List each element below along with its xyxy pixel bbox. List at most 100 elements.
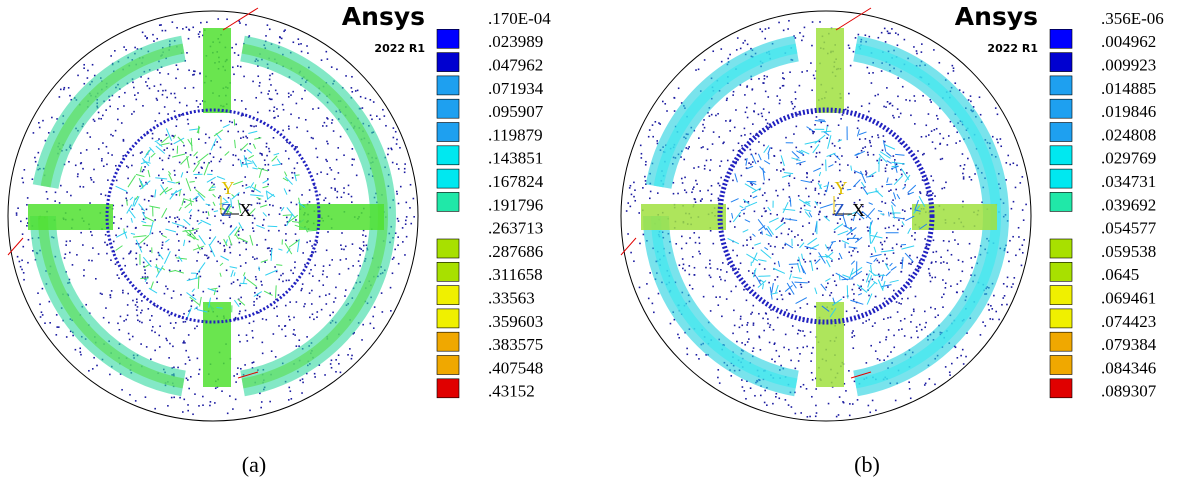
dot: [819, 219, 821, 221]
dot: [893, 290, 895, 292]
dot: [897, 108, 899, 110]
dot: [125, 198, 127, 200]
dot: [719, 276, 721, 278]
dot: [370, 323, 372, 325]
dot: [206, 211, 208, 213]
dot: [1009, 164, 1011, 166]
dot: [750, 387, 752, 389]
dot: [711, 114, 713, 116]
dot: [717, 268, 719, 270]
dot: [273, 307, 275, 309]
dot: [196, 157, 198, 159]
dot: [752, 247, 754, 249]
logo-brand: Ansys: [955, 2, 1038, 31]
dot: [934, 384, 936, 386]
dot: [301, 98, 303, 100]
dot: [750, 133, 752, 135]
dot: [326, 141, 328, 143]
dot: [887, 356, 889, 358]
dot: [70, 195, 72, 197]
dot: [325, 159, 327, 161]
dot: [324, 374, 326, 376]
dot: [243, 76, 245, 78]
dot: [245, 262, 247, 264]
dot: [810, 62, 812, 64]
dot: [767, 96, 769, 98]
dot: [298, 345, 300, 347]
dot: [164, 293, 166, 295]
dot: [875, 410, 877, 412]
dot: [164, 149, 166, 151]
legend-swatch: [437, 169, 459, 188]
dot: [730, 291, 732, 293]
dot: [851, 336, 853, 338]
dot: [35, 161, 37, 163]
dot: [269, 151, 271, 153]
dot: [1005, 179, 1007, 181]
dot: [965, 356, 967, 358]
dot: [806, 176, 808, 178]
dot: [768, 27, 770, 29]
dot: [68, 161, 70, 163]
dot: [239, 313, 241, 315]
dot: [989, 318, 991, 320]
dot: [115, 234, 117, 236]
dot: [673, 193, 675, 195]
dot: [778, 398, 780, 400]
vector: [216, 308, 222, 309]
legend-label: .43152: [488, 382, 535, 401]
dot: [141, 300, 143, 302]
dot: [957, 243, 959, 245]
dot: [979, 96, 981, 98]
dot: [798, 329, 800, 331]
dot: [712, 143, 714, 145]
dot: [200, 22, 202, 24]
dot: [162, 168, 164, 170]
dot: [371, 118, 373, 120]
dot: [42, 314, 44, 316]
dot: [146, 346, 148, 348]
dot: [932, 141, 934, 143]
dot: [162, 160, 164, 162]
dot: [227, 131, 229, 133]
dot: [22, 177, 24, 179]
dot: [868, 405, 870, 407]
dot: [895, 32, 897, 34]
dot: [90, 231, 92, 233]
dot: [167, 405, 169, 407]
dot: [1022, 252, 1024, 254]
dot: [302, 382, 304, 384]
dot: [813, 75, 815, 77]
dot: [87, 77, 89, 79]
dot: [971, 267, 973, 269]
dot: [65, 253, 67, 255]
dot: [129, 394, 131, 396]
dot: [930, 175, 932, 177]
dot: [233, 375, 235, 377]
dot: [334, 189, 336, 191]
dot: [883, 318, 885, 320]
legend-swatch: [1050, 309, 1072, 328]
dot: [940, 158, 942, 160]
dot: [210, 161, 212, 163]
dot: [974, 173, 976, 175]
dot: [761, 215, 763, 217]
dot: [292, 91, 294, 93]
dot: [684, 270, 686, 272]
dot: [910, 286, 912, 288]
dot: [742, 42, 744, 44]
dot: [917, 150, 919, 152]
dot: [176, 194, 178, 196]
dot: [710, 159, 712, 161]
dot: [862, 322, 864, 324]
dot: [271, 350, 273, 352]
dot: [144, 243, 146, 245]
dot: [189, 359, 191, 361]
dot: [726, 298, 728, 300]
dot: [171, 297, 173, 299]
dot: [869, 142, 871, 144]
dot: [763, 108, 765, 110]
dot: [314, 373, 316, 375]
dot: [281, 329, 283, 331]
dot: [232, 207, 234, 209]
